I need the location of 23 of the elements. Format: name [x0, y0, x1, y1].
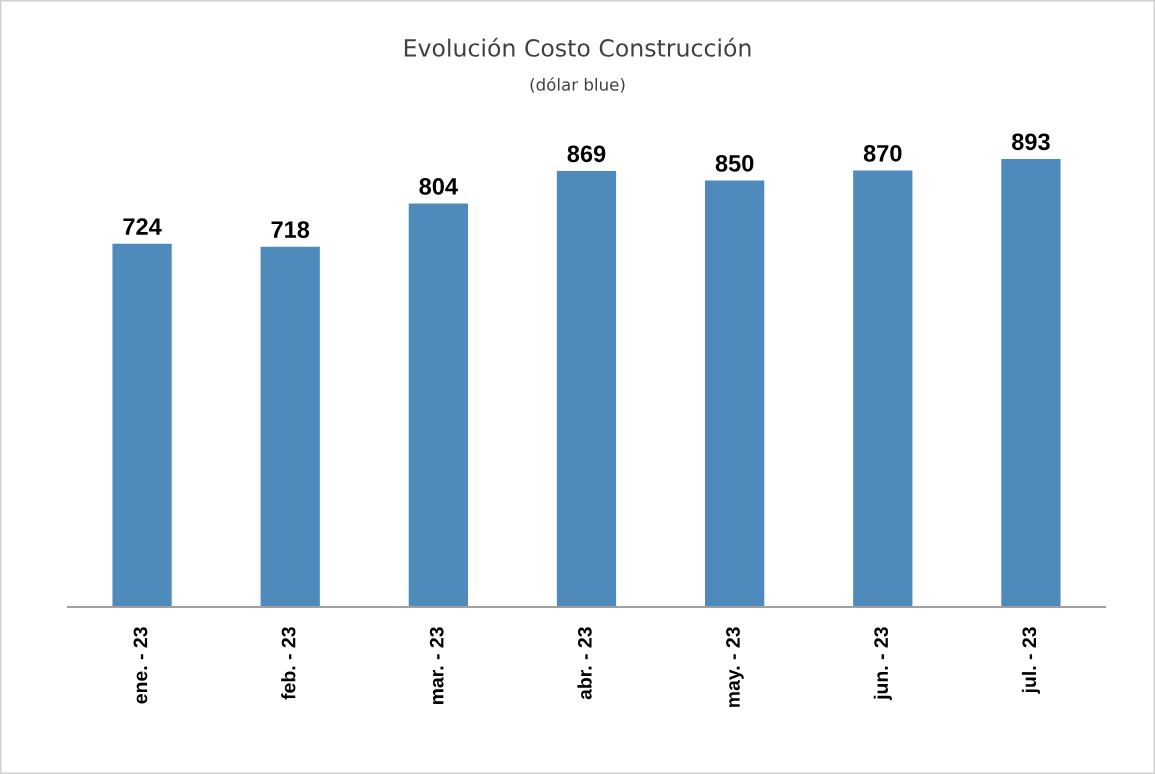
bar [260, 246, 320, 607]
bar [705, 180, 765, 607]
data-label: 718 [271, 221, 310, 238]
data-label: 850 [715, 154, 754, 172]
bar [112, 243, 172, 607]
x-tick-label: feb. - 23 [281, 627, 296, 700]
data-label: 804 [419, 178, 458, 195]
bar [556, 171, 617, 607]
bar [853, 170, 913, 607]
bar [408, 203, 468, 607]
x-tick-label: may. - 23 [726, 627, 744, 707]
data-label: 870 [863, 144, 902, 162]
x-tick-label: mar. - 23 [429, 627, 444, 705]
chart-subtitle: (dólar blue) [530, 77, 625, 93]
data-label: 724 [123, 218, 162, 235]
x-tick-label: abr. - 23 [577, 627, 592, 700]
chart-title: Evolución Costo Construcción [404, 37, 751, 57]
bar [1001, 158, 1061, 607]
x-tick-label: ene. - 23 [133, 627, 148, 704]
x-tick-label: jun. - 23 [873, 627, 892, 701]
data-label: 869 [567, 145, 606, 163]
data-label: 893 [1011, 133, 1050, 151]
x-tick-label: jul. - 23 [1021, 627, 1040, 694]
